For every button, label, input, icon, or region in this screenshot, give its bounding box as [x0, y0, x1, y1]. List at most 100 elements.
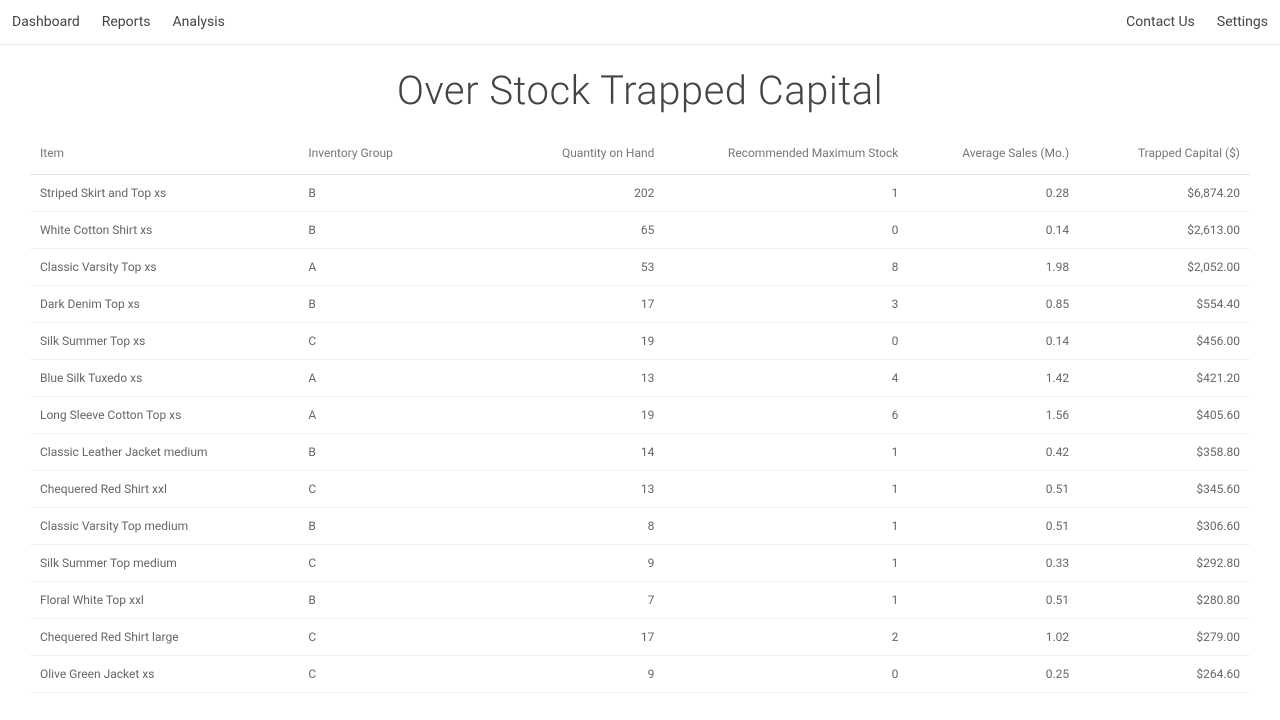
table-header-row: Item Inventory Group Quantity on Hand Re…: [30, 132, 1250, 175]
table-cell: 9: [469, 656, 664, 693]
nav-left: Dashboard Reports Analysis: [12, 14, 225, 30]
table-row[interactable]: Olive Green Jacket xsC900.25$264.60: [30, 656, 1250, 693]
col-header-qty[interactable]: Quantity on Hand: [469, 132, 664, 175]
table-cell: B: [298, 508, 469, 545]
table-cell: 0.25: [908, 656, 1079, 693]
table-cell: 0.14: [908, 323, 1079, 360]
nav-dashboard[interactable]: Dashboard: [12, 14, 80, 30]
table-cell: 8: [664, 249, 908, 286]
table-cell: 0.28: [908, 175, 1079, 212]
table-cell: 1.42: [908, 360, 1079, 397]
table-cell: 1.98: [908, 249, 1079, 286]
table-cell: $405.60: [1079, 397, 1250, 434]
table-cell: C: [298, 545, 469, 582]
col-header-item[interactable]: Item: [30, 132, 298, 175]
table-row[interactable]: Classic Leather Jacket mediumB1410.42$35…: [30, 434, 1250, 471]
navbar: Dashboard Reports Analysis Contact Us Se…: [0, 0, 1280, 45]
table-row[interactable]: White Cotton Shirt xsB6500.14$2,613.00: [30, 212, 1250, 249]
table-cell: Dark Denim Top xs: [30, 286, 298, 323]
table-cell: $554.40: [1079, 286, 1250, 323]
table-cell: Classic Leather Jacket medium: [30, 434, 298, 471]
nav-right: Contact Us Settings: [1126, 14, 1268, 30]
col-header-avg[interactable]: Average Sales (Mo.): [908, 132, 1079, 175]
table-cell: $280.80: [1079, 582, 1250, 619]
table-cell: 19: [469, 397, 664, 434]
table-cell: C: [298, 323, 469, 360]
table-cell: 0.85: [908, 286, 1079, 323]
table-cell: 1: [664, 434, 908, 471]
table-cell: 1: [664, 471, 908, 508]
table-cell: 1: [664, 545, 908, 582]
table-row[interactable]: Floral White Top xxlB710.51$280.80: [30, 582, 1250, 619]
table-cell: $358.80: [1079, 434, 1250, 471]
table-cell: Blue Silk Tuxedo xs: [30, 360, 298, 397]
table-cell: Silk Summer Top medium: [30, 545, 298, 582]
table-row[interactable]: Blue Silk Tuxedo xsA1341.42$421.20: [30, 360, 1250, 397]
table-cell: $279.00: [1079, 619, 1250, 656]
table-cell: $345.60: [1079, 471, 1250, 508]
table-cell: 0.33: [908, 545, 1079, 582]
table-cell: B: [298, 212, 469, 249]
table-cell: A: [298, 249, 469, 286]
table-cell: C: [298, 471, 469, 508]
table-cell: 0: [664, 212, 908, 249]
table-cell: Classic Varsity Top xs: [30, 249, 298, 286]
table-cell: C: [298, 619, 469, 656]
table-row[interactable]: Classic Varsity Top mediumB810.51$306.60: [30, 508, 1250, 545]
table-row[interactable]: Chequered Red Shirt xxlC1310.51$345.60: [30, 471, 1250, 508]
table-cell: 65: [469, 212, 664, 249]
table-cell: 0.51: [908, 471, 1079, 508]
table-cell: $456.00: [1079, 323, 1250, 360]
nav-settings[interactable]: Settings: [1217, 14, 1268, 30]
table-cell: 1: [664, 582, 908, 619]
table-cell: 4: [664, 360, 908, 397]
table-cell: 17: [469, 619, 664, 656]
table-cell: 8: [469, 508, 664, 545]
table-cell: B: [298, 175, 469, 212]
col-header-rec[interactable]: Recommended Maximum Stock: [664, 132, 908, 175]
table-row[interactable]: Dark Denim Top xsB1730.85$554.40: [30, 286, 1250, 323]
table-cell: 1.56: [908, 397, 1079, 434]
table-cell: 9: [469, 545, 664, 582]
table-cell: $292.80: [1079, 545, 1250, 582]
table-cell: 0.51: [908, 582, 1079, 619]
table-cell: 13: [469, 360, 664, 397]
table-cell: $421.20: [1079, 360, 1250, 397]
table-row[interactable]: Striped Skirt and Top xsB20210.28$6,874.…: [30, 175, 1250, 212]
table-cell: Chequered Red Shirt xxl: [30, 471, 298, 508]
table-cell: B: [298, 434, 469, 471]
table-cell: B: [298, 582, 469, 619]
page-title: Over Stock Trapped Capital: [0, 45, 1280, 132]
table-container: Item Inventory Group Quantity on Hand Re…: [0, 132, 1280, 693]
table-cell: 3: [664, 286, 908, 323]
col-header-cap[interactable]: Trapped Capital ($): [1079, 132, 1250, 175]
table-row[interactable]: Long Sleeve Cotton Top xsA1961.56$405.60: [30, 397, 1250, 434]
table-cell: C: [298, 656, 469, 693]
table-cell: Olive Green Jacket xs: [30, 656, 298, 693]
table-row[interactable]: Silk Summer Top mediumC910.33$292.80: [30, 545, 1250, 582]
table-cell: $306.60: [1079, 508, 1250, 545]
table-cell: 0: [664, 656, 908, 693]
table-cell: White Cotton Shirt xs: [30, 212, 298, 249]
table-cell: 202: [469, 175, 664, 212]
table-cell: 1: [664, 175, 908, 212]
table-cell: 0.14: [908, 212, 1079, 249]
table-row[interactable]: Chequered Red Shirt largeC1721.02$279.00: [30, 619, 1250, 656]
table-row[interactable]: Silk Summer Top xsC1900.14$456.00: [30, 323, 1250, 360]
nav-contact[interactable]: Contact Us: [1126, 14, 1195, 30]
table-cell: 1.02: [908, 619, 1079, 656]
nav-reports[interactable]: Reports: [102, 14, 151, 30]
table-row[interactable]: Classic Varsity Top xsA5381.98$2,052.00: [30, 249, 1250, 286]
table-cell: 6: [664, 397, 908, 434]
table-cell: 19: [469, 323, 664, 360]
table-cell: $6,874.20: [1079, 175, 1250, 212]
table-cell: 0: [664, 323, 908, 360]
table-cell: Silk Summer Top xs: [30, 323, 298, 360]
table-cell: 14: [469, 434, 664, 471]
table-cell: 17: [469, 286, 664, 323]
table-cell: B: [298, 286, 469, 323]
nav-analysis[interactable]: Analysis: [173, 14, 225, 30]
col-header-group[interactable]: Inventory Group: [298, 132, 469, 175]
table-cell: $2,613.00: [1079, 212, 1250, 249]
table-cell: 53: [469, 249, 664, 286]
